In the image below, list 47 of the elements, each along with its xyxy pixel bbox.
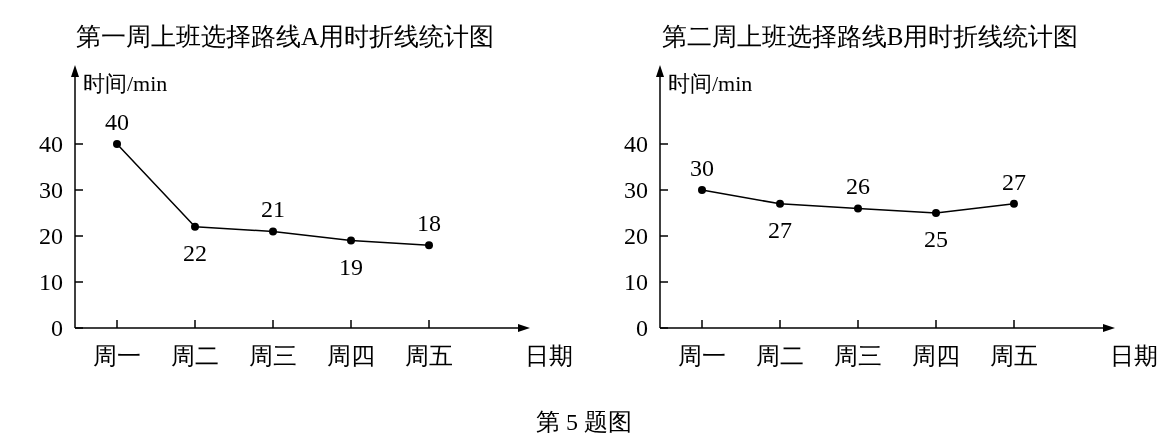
point	[1010, 199, 1018, 208]
y-tick-label: 30	[624, 177, 648, 203]
data-label: 21	[261, 196, 285, 223]
x-tick-label: 周四	[327, 343, 375, 369]
x-tick-label: 周一	[678, 343, 726, 369]
x-axis-title: 日期	[1110, 343, 1158, 369]
x-tick-label: 周三	[834, 343, 882, 369]
chart-title: 第二周上班选择路线B用时折线统计图	[661, 23, 1079, 50]
point	[269, 227, 277, 236]
y-axis-title: 时间/min	[668, 71, 753, 96]
x-tick-label: 周三	[249, 343, 297, 369]
point	[113, 140, 121, 148]
data-label: 25	[924, 226, 948, 252]
chart-title: 第一周上班选择路线A用时折线统计图	[75, 23, 495, 50]
data-label: 26	[846, 173, 870, 200]
data-label: 40	[105, 109, 129, 135]
text: 第 5 题图	[536, 409, 632, 435]
x-tick-label: 周一	[93, 343, 141, 369]
point	[191, 222, 199, 231]
point	[698, 186, 706, 194]
point	[932, 209, 940, 217]
point	[347, 236, 355, 245]
data-label: 22	[183, 239, 207, 266]
y-tick-label: 10	[39, 269, 63, 295]
y-tick-label: 20	[39, 223, 63, 249]
data-label: 27	[768, 216, 792, 243]
x-tick-label: 周五	[990, 343, 1038, 369]
y-tick-label: 40	[624, 131, 648, 157]
x-tick-label: 周四	[912, 343, 960, 369]
y-axis-title: 时间/min	[83, 71, 168, 96]
y-tick-label: 40	[39, 131, 63, 157]
x-tick-label: 周五	[405, 343, 453, 369]
data-label: 18	[417, 210, 441, 237]
point	[854, 204, 862, 213]
y-tick-label: 10	[624, 269, 648, 295]
x-tick-label: 周二	[171, 343, 219, 369]
point	[425, 241, 433, 250]
point	[776, 199, 784, 208]
x-axis-title: 日期	[525, 343, 573, 369]
data-label: 19	[339, 253, 363, 280]
x-tick-label: 周二	[756, 343, 804, 369]
y-tick-label: 30	[39, 177, 63, 203]
y-tick-label: 0	[51, 315, 63, 341]
y-tick-label: 0	[636, 315, 648, 341]
data-label: 27	[1002, 168, 1026, 195]
y-tick-label: 20	[624, 223, 648, 249]
data-label: 30	[690, 155, 714, 181]
